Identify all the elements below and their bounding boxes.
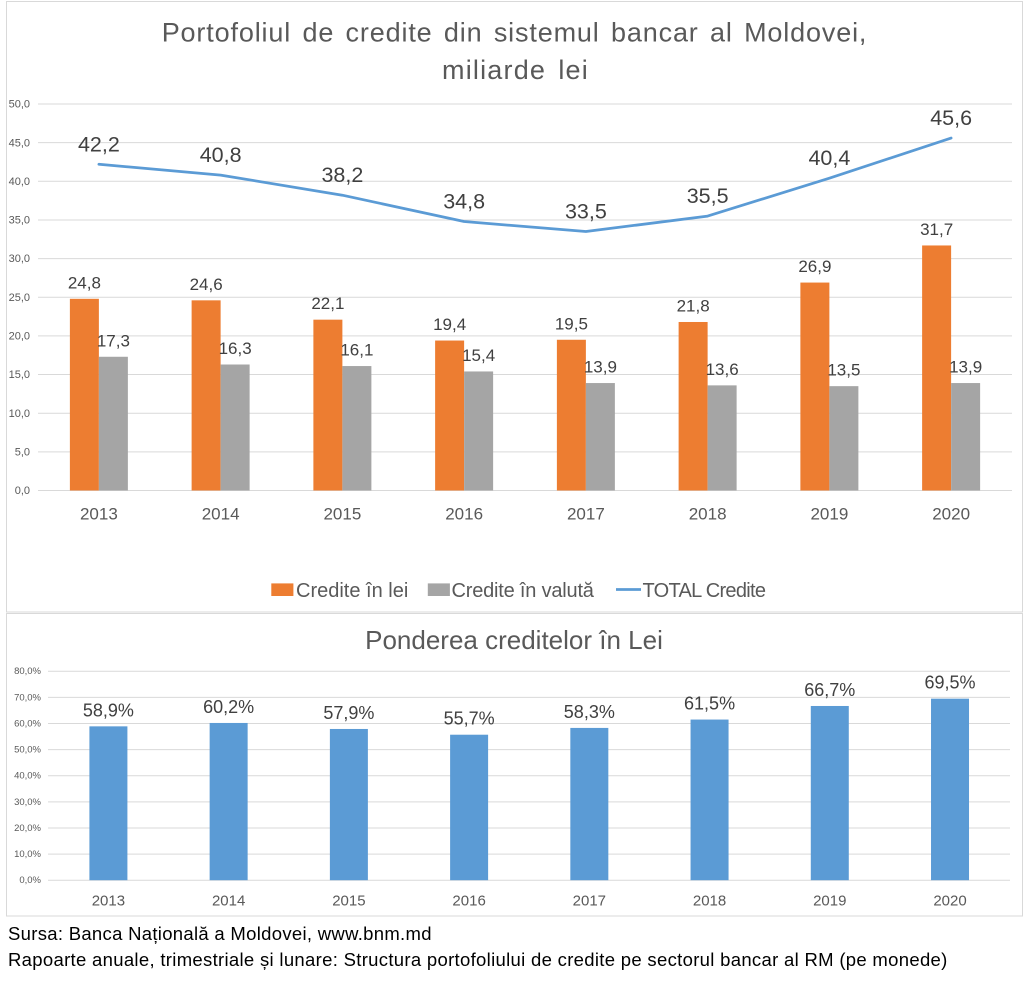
svg-text:13,9: 13,9 [949, 358, 982, 377]
svg-text:40,4: 40,4 [808, 146, 850, 170]
svg-text:TOTAL Credite: TOTAL Credite [643, 580, 766, 602]
svg-text:2020: 2020 [932, 505, 970, 524]
svg-text:21,8: 21,8 [677, 296, 710, 315]
svg-text:20,0%: 20,0% [14, 823, 41, 834]
svg-text:16,1: 16,1 [340, 341, 373, 360]
svg-text:19,4: 19,4 [433, 315, 466, 334]
svg-text:45,6: 45,6 [930, 106, 972, 130]
svg-text:Credite în valută: Credite în valută [452, 580, 595, 602]
svg-text:45,0: 45,0 [9, 137, 30, 149]
svg-text:2013: 2013 [92, 893, 125, 910]
svg-text:2014: 2014 [202, 505, 240, 524]
svg-text:40,0%: 40,0% [14, 771, 41, 782]
svg-text:2018: 2018 [693, 893, 726, 910]
svg-text:69,5%: 69,5% [924, 673, 975, 693]
svg-text:38,2: 38,2 [321, 163, 363, 187]
svg-text:2014: 2014 [212, 893, 245, 910]
svg-text:58,3%: 58,3% [564, 702, 615, 722]
svg-text:34,8: 34,8 [443, 190, 485, 214]
svg-text:10,0%: 10,0% [14, 849, 41, 860]
svg-text:42,2: 42,2 [78, 132, 120, 156]
svg-text:10,0: 10,0 [9, 408, 30, 420]
svg-text:24,8: 24,8 [68, 273, 101, 292]
svg-text:15,0: 15,0 [9, 369, 30, 381]
svg-text:26,9: 26,9 [798, 257, 831, 276]
svg-text:16,3: 16,3 [219, 339, 252, 358]
svg-text:13,5: 13,5 [827, 361, 860, 380]
svg-text:2015: 2015 [323, 505, 361, 524]
svg-text:2017: 2017 [567, 505, 605, 524]
svg-text:Sursa: Banca Națională a Moldo: Sursa: Banca Națională a Moldovei, www.b… [8, 923, 432, 944]
svg-text:30,0%: 30,0% [14, 797, 41, 808]
svg-text:58,9%: 58,9% [83, 700, 134, 720]
svg-text:2016: 2016 [452, 893, 485, 910]
svg-text:20,0: 20,0 [9, 331, 30, 343]
svg-text:2019: 2019 [813, 893, 846, 910]
svg-text:5,0: 5,0 [15, 446, 30, 458]
svg-text:66,7%: 66,7% [804, 680, 855, 700]
svg-text:13,6: 13,6 [706, 360, 739, 379]
svg-text:35,5: 35,5 [687, 184, 729, 208]
svg-text:60,2%: 60,2% [203, 697, 254, 717]
svg-text:50,0: 50,0 [9, 99, 30, 111]
svg-text:2018: 2018 [689, 505, 727, 524]
svg-text:15,4: 15,4 [462, 346, 495, 365]
svg-text:0,0: 0,0 [15, 485, 30, 497]
svg-text:33,5: 33,5 [565, 200, 607, 224]
svg-text:2015: 2015 [332, 893, 365, 910]
svg-text:Rapoarte anuale, trimestriale: Rapoarte anuale, trimestriale și lunare:… [8, 949, 948, 970]
svg-text:25,0: 25,0 [9, 292, 30, 304]
svg-text:2020: 2020 [933, 893, 966, 910]
svg-text:22,1: 22,1 [311, 294, 344, 313]
svg-text:40,0: 40,0 [9, 176, 30, 188]
svg-text:60,0%: 60,0% [14, 718, 41, 729]
svg-text:40,8: 40,8 [200, 143, 242, 167]
svg-text:70,0%: 70,0% [14, 692, 41, 703]
svg-text:2013: 2013 [80, 505, 118, 524]
svg-text:Credite în lei: Credite în lei [296, 580, 408, 602]
svg-text:50,0%: 50,0% [14, 745, 41, 756]
svg-text:2019: 2019 [810, 505, 848, 524]
svg-text:Portofoliul de credite din sis: Portofoliul de credite din sistemul banc… [162, 18, 868, 48]
svg-text:Ponderea creditelor în Lei: Ponderea creditelor în Lei [365, 625, 663, 655]
svg-text:55,7%: 55,7% [444, 709, 495, 729]
svg-text:57,9%: 57,9% [323, 703, 374, 723]
svg-text:miliarde lei: miliarde lei [442, 55, 589, 85]
svg-text:61,5%: 61,5% [684, 694, 735, 714]
svg-text:13,9: 13,9 [584, 358, 617, 377]
svg-text:17,3: 17,3 [97, 331, 130, 350]
svg-text:2016: 2016 [445, 505, 483, 524]
svg-text:2017: 2017 [573, 893, 606, 910]
svg-text:35,0: 35,0 [9, 215, 30, 227]
svg-text:0,0%: 0,0% [19, 875, 41, 886]
svg-text:30,0: 30,0 [9, 253, 30, 265]
svg-text:19,5: 19,5 [555, 314, 588, 333]
svg-text:31,7: 31,7 [920, 220, 953, 239]
svg-text:80,0%: 80,0% [14, 666, 41, 677]
svg-text:24,6: 24,6 [190, 275, 223, 294]
